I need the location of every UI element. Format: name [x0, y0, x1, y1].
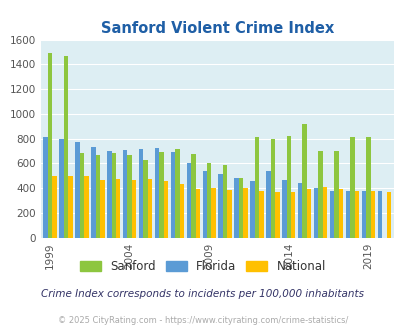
Bar	[370, 191, 374, 238]
Bar	[207, 163, 211, 238]
Bar	[202, 171, 207, 238]
Bar	[322, 187, 326, 238]
Bar	[333, 151, 338, 238]
Bar	[186, 163, 191, 238]
Bar	[154, 148, 159, 238]
Title: Sanford Violent Crime Index: Sanford Violent Crime Index	[100, 21, 333, 36]
Bar	[52, 176, 57, 238]
Text: © 2025 CityRating.com - https://www.cityrating.com/crime-statistics/: © 2025 CityRating.com - https://www.city…	[58, 316, 347, 325]
Bar	[361, 190, 365, 238]
Bar	[116, 180, 120, 238]
Bar	[75, 142, 79, 238]
Bar	[159, 151, 163, 238]
Bar	[306, 189, 311, 238]
Bar	[345, 190, 350, 238]
Bar	[111, 153, 116, 238]
Bar	[171, 152, 175, 238]
Bar	[91, 147, 96, 238]
Bar	[96, 155, 100, 238]
Bar	[127, 155, 132, 238]
Bar	[365, 137, 370, 238]
Bar	[297, 183, 302, 238]
Bar	[318, 151, 322, 238]
Bar	[123, 150, 127, 238]
Bar	[218, 174, 222, 238]
Bar	[147, 180, 152, 238]
Bar	[211, 188, 215, 238]
Bar	[313, 188, 318, 238]
Bar	[48, 53, 52, 238]
Bar	[234, 178, 238, 238]
Bar	[350, 137, 354, 238]
Bar	[179, 184, 183, 238]
Bar	[254, 137, 258, 238]
Bar	[243, 188, 247, 238]
Bar	[270, 139, 275, 238]
Bar	[329, 191, 333, 238]
Bar	[191, 154, 195, 238]
Bar	[286, 136, 290, 238]
Bar	[163, 181, 168, 238]
Bar	[354, 191, 358, 238]
Bar	[100, 180, 104, 238]
Bar	[275, 192, 279, 238]
Bar	[281, 180, 286, 238]
Bar	[139, 149, 143, 238]
Bar	[377, 191, 381, 238]
Text: Crime Index corresponds to incidents per 100,000 inhabitants: Crime Index corresponds to incidents per…	[41, 289, 364, 299]
Bar	[290, 192, 295, 238]
Legend: Sanford, Florida, National: Sanford, Florida, National	[76, 257, 329, 277]
Bar	[132, 180, 136, 238]
Bar	[84, 176, 88, 238]
Bar	[222, 165, 227, 238]
Bar	[143, 160, 147, 238]
Bar	[386, 192, 390, 238]
Bar	[302, 124, 306, 238]
Bar	[250, 181, 254, 238]
Bar	[175, 148, 179, 238]
Bar	[195, 189, 200, 238]
Bar	[227, 190, 231, 238]
Bar	[79, 153, 84, 238]
Bar	[338, 189, 342, 238]
Bar	[266, 171, 270, 238]
Bar	[258, 191, 263, 238]
Bar	[59, 139, 64, 238]
Bar	[64, 56, 68, 238]
Bar	[238, 178, 243, 238]
Bar	[107, 151, 111, 238]
Bar	[68, 176, 72, 238]
Bar	[43, 137, 48, 238]
